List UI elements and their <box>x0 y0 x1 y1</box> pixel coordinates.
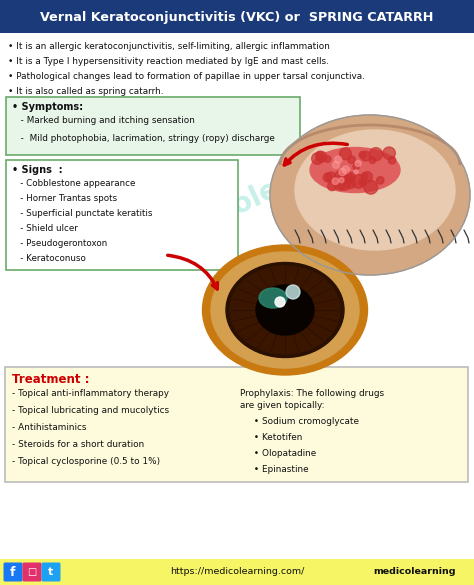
Circle shape <box>340 172 353 184</box>
Text: • Symptoms:: • Symptoms: <box>12 102 83 112</box>
Text: medicolearning: medicolearning <box>374 567 456 576</box>
Circle shape <box>346 178 356 188</box>
Circle shape <box>339 173 349 183</box>
Text: https://medicolearning.com/: https://medicolearning.com/ <box>170 567 304 576</box>
Circle shape <box>348 156 356 164</box>
Circle shape <box>332 161 339 168</box>
Ellipse shape <box>202 245 367 375</box>
Circle shape <box>326 172 336 182</box>
FancyBboxPatch shape <box>6 160 238 270</box>
Text: - Pseudogerontoxon: - Pseudogerontoxon <box>12 239 107 248</box>
Circle shape <box>353 163 359 170</box>
Text: • It is a Type I hypersensitivity reaction mediated by IgE and mast cells.: • It is a Type I hypersensitivity reacti… <box>8 57 329 66</box>
Text: Prophylaxis: The following drugs: Prophylaxis: The following drugs <box>240 389 384 398</box>
Circle shape <box>360 178 366 185</box>
Circle shape <box>328 182 336 191</box>
Text: - Keratoconuso: - Keratoconuso <box>12 254 86 263</box>
Ellipse shape <box>230 266 340 354</box>
Ellipse shape <box>226 263 344 357</box>
Text: - Shield ulcer: - Shield ulcer <box>12 224 78 233</box>
Ellipse shape <box>256 285 314 335</box>
Circle shape <box>338 177 351 190</box>
Text: • Sodium cromoglycate: • Sodium cromoglycate <box>248 417 359 426</box>
Circle shape <box>275 297 285 307</box>
Circle shape <box>339 148 351 160</box>
Text: - Marked burning and itching sensation: - Marked burning and itching sensation <box>12 116 195 125</box>
Circle shape <box>335 156 342 163</box>
Text: Treatment :: Treatment : <box>12 373 90 386</box>
Text: medicolearning: medicolearning <box>144 131 376 259</box>
Circle shape <box>324 156 331 163</box>
Circle shape <box>286 285 300 299</box>
Circle shape <box>345 172 356 183</box>
Text: - Cobblestone appearance: - Cobblestone appearance <box>12 179 136 188</box>
Circle shape <box>323 173 332 182</box>
Circle shape <box>388 156 396 164</box>
Text: □: □ <box>27 567 36 577</box>
Circle shape <box>339 178 344 183</box>
Circle shape <box>355 160 361 167</box>
Circle shape <box>359 152 366 158</box>
FancyBboxPatch shape <box>0 559 474 585</box>
Circle shape <box>311 153 323 164</box>
Text: - Superficial punctate keratitis: - Superficial punctate keratitis <box>12 209 153 218</box>
Text: - Horner Trantas spots: - Horner Trantas spots <box>12 194 117 203</box>
Circle shape <box>352 174 365 188</box>
Text: • It is also called as spring catarrh.: • It is also called as spring catarrh. <box>8 87 164 96</box>
Ellipse shape <box>259 288 287 308</box>
Circle shape <box>316 152 327 162</box>
Text: - Topical lubricating and mucolytics: - Topical lubricating and mucolytics <box>12 406 169 415</box>
Circle shape <box>361 151 370 161</box>
Text: • Pathological changes lead to formation of papillae in upper tarsal conjunctiva: • Pathological changes lead to formation… <box>8 72 365 81</box>
Text: • Ketotifen: • Ketotifen <box>248 433 302 442</box>
Ellipse shape <box>270 115 470 275</box>
Ellipse shape <box>295 130 455 250</box>
Text: - Steroids for a short duration: - Steroids for a short duration <box>12 440 144 449</box>
Circle shape <box>359 179 366 186</box>
Text: -  Mild photophobia, lacrimation, stringy (ropy) discharge: - Mild photophobia, lacrimation, stringy… <box>12 134 275 143</box>
Circle shape <box>369 147 383 161</box>
Text: • Epinastine: • Epinastine <box>248 465 309 474</box>
FancyBboxPatch shape <box>42 563 61 581</box>
Circle shape <box>335 170 346 182</box>
Circle shape <box>332 178 338 184</box>
Circle shape <box>362 172 373 182</box>
Circle shape <box>339 168 346 176</box>
Circle shape <box>369 157 376 164</box>
FancyBboxPatch shape <box>0 0 474 33</box>
Ellipse shape <box>211 252 359 368</box>
Text: • Signs  :: • Signs : <box>12 165 63 175</box>
Circle shape <box>376 177 384 184</box>
Ellipse shape <box>310 147 400 192</box>
Circle shape <box>354 170 358 174</box>
Text: Vernal Keratoconjunctivitis (VKC) or  SPRING CATARRH: Vernal Keratoconjunctivitis (VKC) or SPR… <box>40 11 434 23</box>
Text: t: t <box>48 567 54 577</box>
Text: are given topically:: are given topically: <box>240 401 325 410</box>
Circle shape <box>364 180 378 194</box>
FancyBboxPatch shape <box>22 563 42 581</box>
Text: f: f <box>10 566 16 579</box>
Circle shape <box>361 173 368 180</box>
Text: • Olopatadine: • Olopatadine <box>248 449 316 458</box>
Text: - Topical cyclosporine (0.5 to 1%): - Topical cyclosporine (0.5 to 1%) <box>12 457 160 466</box>
Circle shape <box>383 147 395 160</box>
Text: • It is an allergic keratoconjunctivitis, self-limiting, allergic inflammation: • It is an allergic keratoconjunctivitis… <box>8 42 330 51</box>
FancyBboxPatch shape <box>6 97 300 155</box>
Text: - Topical anti-inflammatory therapy: - Topical anti-inflammatory therapy <box>12 389 169 398</box>
Circle shape <box>335 179 346 190</box>
Circle shape <box>342 166 349 174</box>
Text: - Antihistaminics: - Antihistaminics <box>12 423 86 432</box>
FancyBboxPatch shape <box>3 563 22 581</box>
Circle shape <box>316 152 324 159</box>
FancyBboxPatch shape <box>5 367 468 482</box>
